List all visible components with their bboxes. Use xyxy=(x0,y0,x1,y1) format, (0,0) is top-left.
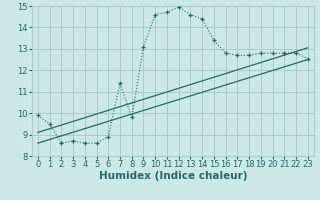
X-axis label: Humidex (Indice chaleur): Humidex (Indice chaleur) xyxy=(99,171,247,181)
